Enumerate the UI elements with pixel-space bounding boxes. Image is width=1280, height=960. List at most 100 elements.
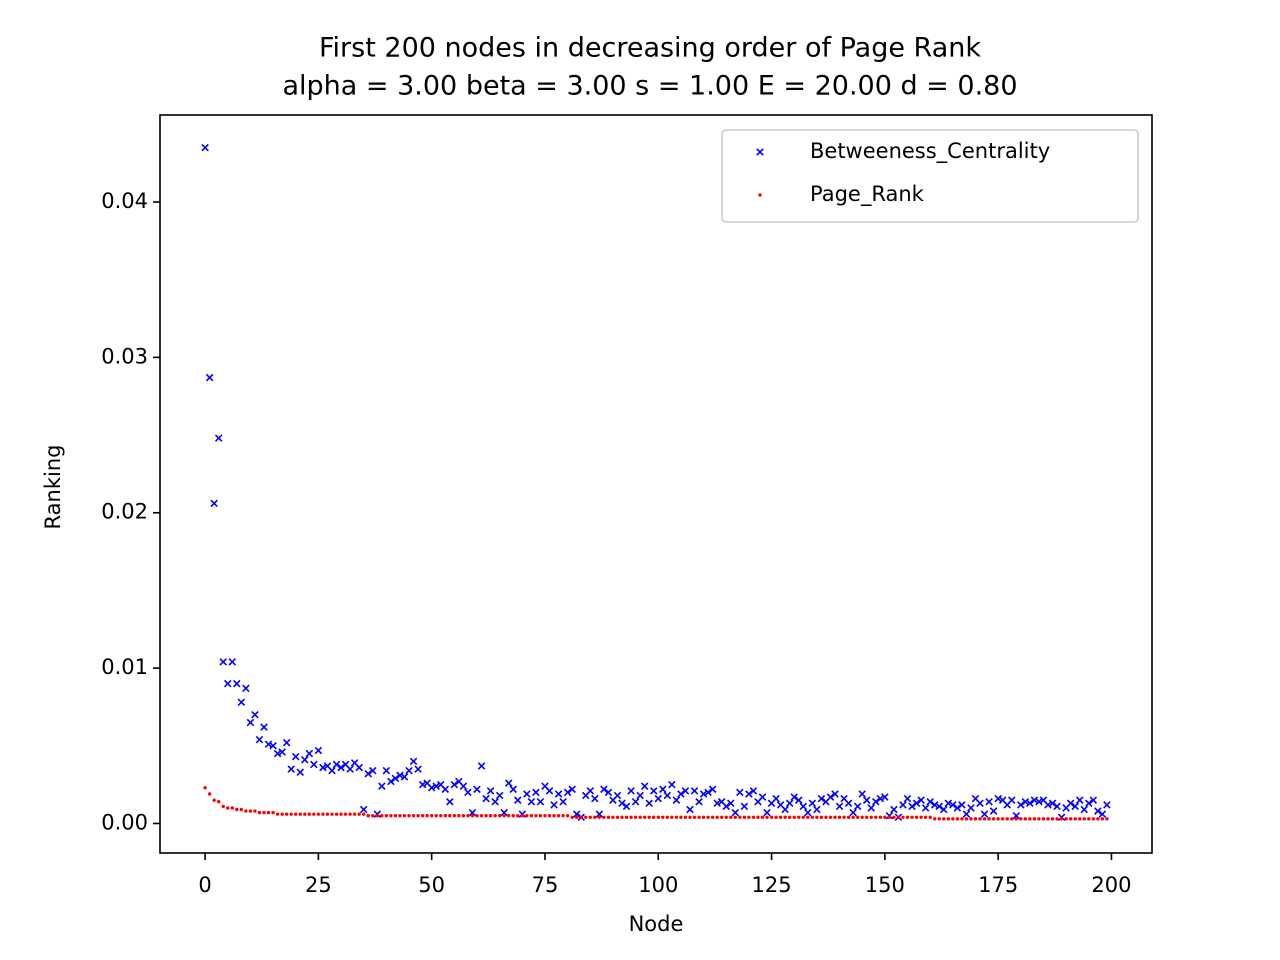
data-point [903, 794, 912, 803]
data-point [355, 763, 363, 772]
data-point [736, 788, 744, 797]
data-point [769, 815, 774, 819]
data-point [470, 814, 475, 818]
data-point [523, 790, 531, 798]
data-point [284, 812, 289, 816]
data-point [439, 814, 443, 818]
data-point [706, 815, 710, 819]
data-point [260, 723, 268, 731]
data-point [561, 814, 565, 818]
data-point [389, 814, 393, 818]
data-point [600, 785, 608, 794]
data-point [1055, 817, 1059, 821]
data-point [550, 801, 558, 809]
data-point [251, 710, 259, 719]
data-point [559, 797, 567, 806]
data-point [949, 801, 957, 809]
data-point [647, 815, 651, 819]
data-point [1017, 801, 1025, 809]
data-point [391, 774, 400, 783]
x-tick-label: 200 [1091, 873, 1131, 897]
data-point [801, 815, 805, 819]
data-point [652, 815, 656, 819]
data-point [824, 815, 828, 819]
data-point [677, 790, 685, 798]
data-point [758, 793, 767, 801]
data-point [710, 815, 715, 819]
data-point [973, 817, 978, 821]
data-point [393, 814, 398, 818]
data-point [257, 810, 262, 815]
data-point [482, 794, 490, 803]
data-point [855, 815, 860, 819]
data-point [595, 810, 604, 818]
data-point [434, 814, 438, 818]
data-point [862, 796, 871, 804]
data-point [475, 814, 479, 818]
data-point [778, 815, 783, 819]
data-point [1098, 810, 1107, 818]
data-point [905, 815, 910, 819]
data-point [405, 766, 413, 775]
data-point [314, 746, 323, 755]
data-point [1005, 817, 1009, 821]
data-point [670, 815, 674, 819]
data-point [461, 814, 466, 818]
data-point [747, 815, 751, 819]
data-point [989, 807, 998, 815]
data-point [672, 796, 681, 804]
data-point [538, 814, 543, 818]
data-point [207, 792, 212, 796]
data-point [359, 805, 368, 814]
data-point [1103, 801, 1111, 809]
data-point [896, 815, 901, 819]
data-point [1075, 796, 1084, 804]
data-point [860, 815, 864, 819]
legend-box [721, 129, 1139, 223]
data-point [665, 815, 670, 819]
data-point [727, 799, 735, 808]
data-point [1091, 817, 1096, 821]
data-point [384, 814, 389, 818]
data-point [278, 748, 286, 756]
data-point [602, 815, 606, 819]
data-point [282, 738, 291, 747]
data-point [683, 815, 688, 819]
data-point [869, 815, 873, 819]
data-point [817, 794, 826, 803]
data-point [919, 815, 923, 819]
data-point [369, 766, 377, 775]
y-tick-label: 0.03 [101, 344, 148, 368]
x-tick-label: 125 [752, 873, 792, 897]
data-point [1096, 817, 1100, 821]
data-point [976, 799, 984, 808]
data-point [239, 807, 244, 812]
data-point [695, 797, 703, 806]
data-point [1021, 797, 1030, 806]
data-point [751, 815, 756, 819]
data-point [398, 814, 402, 818]
data-point [828, 815, 833, 819]
data-point [502, 814, 506, 818]
data-point [631, 797, 640, 806]
data-point [1028, 817, 1032, 821]
data-point [890, 805, 898, 814]
data-point [450, 780, 459, 789]
data-point [697, 815, 701, 819]
data-point [797, 815, 801, 819]
data-point [486, 787, 495, 795]
data-point [432, 782, 440, 790]
data-point [298, 812, 302, 816]
data-point [1019, 817, 1023, 821]
data-point [491, 797, 499, 806]
data-point [633, 815, 638, 819]
data-point [534, 814, 538, 818]
data-point [301, 756, 309, 764]
data-point [1050, 817, 1055, 821]
data-point [203, 786, 207, 790]
data-point [563, 788, 572, 797]
data-point [409, 757, 418, 766]
data-point [493, 814, 497, 818]
y-tick-label: 0.04 [101, 189, 148, 213]
data-point [620, 815, 624, 819]
